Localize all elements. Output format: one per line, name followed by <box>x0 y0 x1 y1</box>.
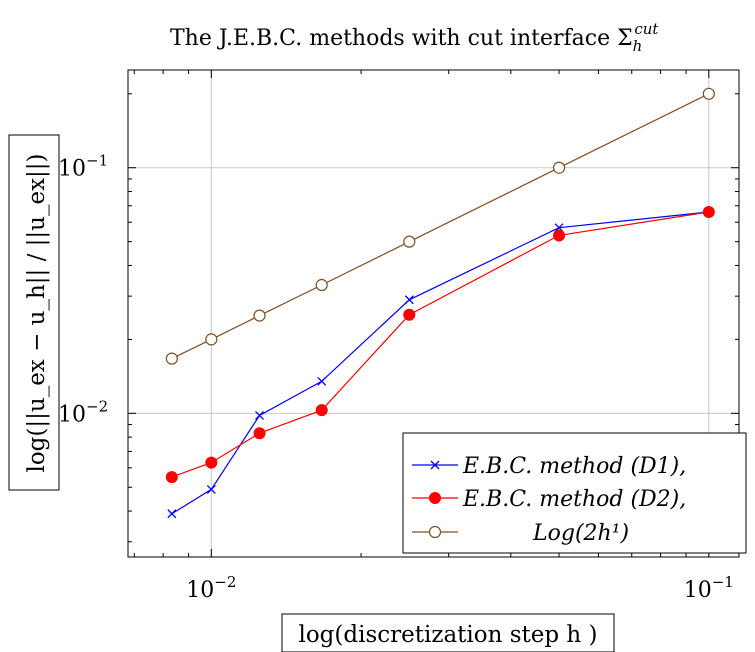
title-subscript: h <box>633 37 643 55</box>
y-tick-label: 10−1 <box>58 152 108 182</box>
legend-label: E.B.C. method (D2), <box>462 487 686 512</box>
series-2-point <box>702 206 715 219</box>
legend-marker <box>428 525 442 539</box>
series-1-point <box>206 484 216 494</box>
series-2-point <box>205 456 218 469</box>
x-tick-label: 10−2 <box>186 573 236 603</box>
series-3-line <box>171 93 710 360</box>
series-2-point <box>315 404 328 417</box>
chart-title: The J.E.B.C. methods with cut interface … <box>170 20 659 55</box>
series-2 <box>165 206 715 484</box>
svg-text:The J.E.B.C. methods with cut: The J.E.B.C. methods with cut interface … <box>170 20 659 55</box>
y-tick-label: 10−2 <box>58 397 108 427</box>
legend: E.B.C. method (D1), E.B.C. method (D2), Lo… <box>402 432 747 554</box>
x-axis-label-box <box>281 613 615 652</box>
legend-box <box>402 432 747 554</box>
legend-marker <box>430 460 440 470</box>
series-3-point <box>205 333 218 346</box>
series-3-point <box>315 278 328 292</box>
x-marker-stroke <box>404 295 414 305</box>
x-marker-stroke <box>317 376 327 386</box>
legend-marker <box>429 492 441 504</box>
series-3-point <box>165 352 178 365</box>
y-axis-label-text: log(||u_ex − u_h|| / ||u_ex||) <box>24 153 50 472</box>
x-marker-stroke <box>430 460 440 470</box>
title-superscript: cut <box>634 20 659 38</box>
legend-label: Log(2h¹) <box>532 521 629 546</box>
legend-entry-3: Log(2h¹) <box>412 521 629 546</box>
series-3-point <box>403 235 416 248</box>
series-3-point <box>552 161 566 174</box>
y-axis-label-box <box>8 134 60 491</box>
series-1-point <box>255 411 264 420</box>
series-2-point <box>165 471 178 484</box>
series-1-point <box>404 295 414 305</box>
series-1-point <box>167 509 177 519</box>
x-marker-stroke <box>255 411 264 420</box>
series-3 <box>165 87 715 365</box>
legend-entry-2: E.B.C. method (D2), <box>412 487 686 512</box>
series-layer <box>165 87 715 519</box>
title-text: The J.E.B.C. methods with cut interface … <box>170 26 633 51</box>
x-axis-label-text: log(discretization step h ) <box>298 622 597 648</box>
x-axis-label: log(discretization step h ) <box>281 613 615 652</box>
series-2-point <box>253 427 266 440</box>
series-2-point <box>553 229 566 242</box>
series-1-point <box>317 376 327 386</box>
series-2-point <box>403 308 416 321</box>
legend-label: E.B.C. method (D1), <box>462 454 686 479</box>
x-marker-stroke <box>167 509 177 519</box>
y-axis-label: log(||u_ex − u_h|| / ||u_ex||) <box>8 134 60 491</box>
plot-area <box>127 69 740 558</box>
axis-ticks: 10−2 10−1 10−2 10−1 <box>58 70 739 603</box>
legend-entry-1: E.B.C. method (D1), <box>412 454 686 479</box>
series-3-point <box>702 87 715 100</box>
x-marker-stroke <box>206 484 216 494</box>
series-3-point <box>253 309 266 322</box>
x-tick-label: 10−1 <box>684 573 734 603</box>
